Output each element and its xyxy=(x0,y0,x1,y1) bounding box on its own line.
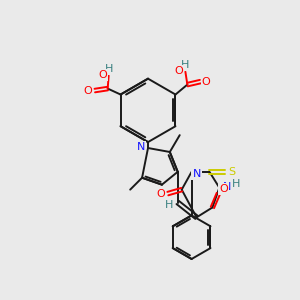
Text: H: H xyxy=(165,200,173,211)
Text: N: N xyxy=(137,142,145,152)
Text: O: O xyxy=(174,66,183,76)
Text: S: S xyxy=(229,167,236,177)
Text: O: O xyxy=(202,76,211,87)
Text: N: N xyxy=(192,169,201,179)
Text: O: O xyxy=(83,85,92,96)
Text: H: H xyxy=(181,60,190,70)
Text: O: O xyxy=(219,184,228,194)
Text: N: N xyxy=(223,182,232,192)
Text: O: O xyxy=(157,189,165,199)
Text: H: H xyxy=(232,179,240,189)
Text: O: O xyxy=(98,70,107,80)
Text: H: H xyxy=(104,64,113,74)
